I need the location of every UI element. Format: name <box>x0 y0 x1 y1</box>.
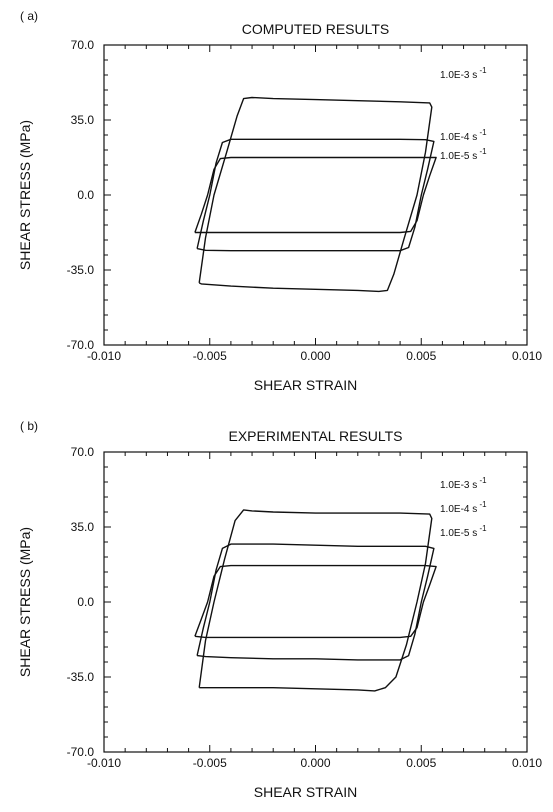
series-label-main: 1.0E-5 s <box>440 151 477 162</box>
panel-label: ( a) <box>20 9 38 23</box>
series-label-sup: -1 <box>477 128 487 137</box>
y-tick-label: 0.0 <box>77 188 94 202</box>
chart-title: COMPUTED RESULTS <box>242 21 390 37</box>
series-label: 1.0E-5 s -1 <box>440 524 487 539</box>
series-label: 1.0E-4 s -1 <box>440 500 487 515</box>
x-tick-label: 0.005 <box>406 349 436 363</box>
y-tick-label: 35.0 <box>71 520 95 534</box>
series-label: 1.0E-3 s -1 <box>440 66 487 81</box>
x-tick-label: 0.010 <box>512 756 542 770</box>
series-label-main: 1.0E-3 s <box>440 480 477 491</box>
x-tick-label: 0.005 <box>406 756 436 770</box>
x-tick-label: 0.000 <box>300 349 330 363</box>
series-loop-1 <box>198 509 433 692</box>
x-tick-label: -0.005 <box>193 349 227 363</box>
series-loop-2 <box>196 138 435 252</box>
x-tick-label: 0.000 <box>300 756 330 770</box>
chart-panel-b: 70.0 35.0 0.0 -35.0 -70.0-0.010 -0.005 0.000 0.… <box>17 419 542 800</box>
x-axis-label: SHEAR STRAIN <box>254 784 357 800</box>
y-axis-label: SHEAR STRESS (MPa) <box>17 120 33 270</box>
y-axis-label: SHEAR STRESS (MPa) <box>17 527 33 677</box>
x-tick-label: -0.010 <box>87 349 121 363</box>
series-label-sup: -1 <box>477 524 487 533</box>
series-label-sup: -1 <box>477 500 487 509</box>
y-tick-label: 70.0 <box>71 38 95 52</box>
chart-title: EXPERIMENTAL RESULTS <box>228 428 402 444</box>
plot-frame <box>103 44 528 346</box>
y-tick-label: 70.0 <box>71 445 95 459</box>
x-tick-label: 0.010 <box>512 349 542 363</box>
series-label-main: 1.0E-5 s <box>440 528 477 539</box>
series-label: 1.0E-5 s -1 <box>440 147 487 162</box>
x-tick-label: -0.005 <box>193 756 227 770</box>
y-tick-label: 0.0 <box>77 595 94 609</box>
y-tick-label: -70.0 <box>67 338 95 352</box>
series-label-main: 1.0E-4 s <box>440 132 477 143</box>
series-label-main: 1.0E-4 s <box>440 504 477 515</box>
x-tick-label: -0.010 <box>87 756 121 770</box>
y-tick-label: -35.0 <box>67 670 95 684</box>
plot-frame <box>103 451 528 753</box>
panel-label: ( b) <box>20 419 38 433</box>
series-loop-3 <box>194 564 437 639</box>
series-label: 1.0E-3 s -1 <box>440 476 487 491</box>
y-tick-label: 35.0 <box>71 113 95 127</box>
y-tick-label: -35.0 <box>67 263 95 277</box>
series-label: 1.0E-4 s -1 <box>440 128 487 143</box>
series-label-sup: -1 <box>477 147 487 156</box>
series-loop-2 <box>196 543 435 661</box>
chart-panel-a: 70.0 35.0 0.0 -35.0 -70.0-0.010 -0.005 0.000 0.… <box>17 9 542 393</box>
series-loop-3 <box>194 156 437 234</box>
series-loop-1 <box>198 96 433 293</box>
series-label-sup: -1 <box>477 66 487 75</box>
y-tick-label: -70.0 <box>67 745 95 759</box>
x-axis-label: SHEAR STRAIN <box>254 377 357 393</box>
series-label-main: 1.0E-3 s <box>440 70 477 81</box>
series-label-sup: -1 <box>477 476 487 485</box>
